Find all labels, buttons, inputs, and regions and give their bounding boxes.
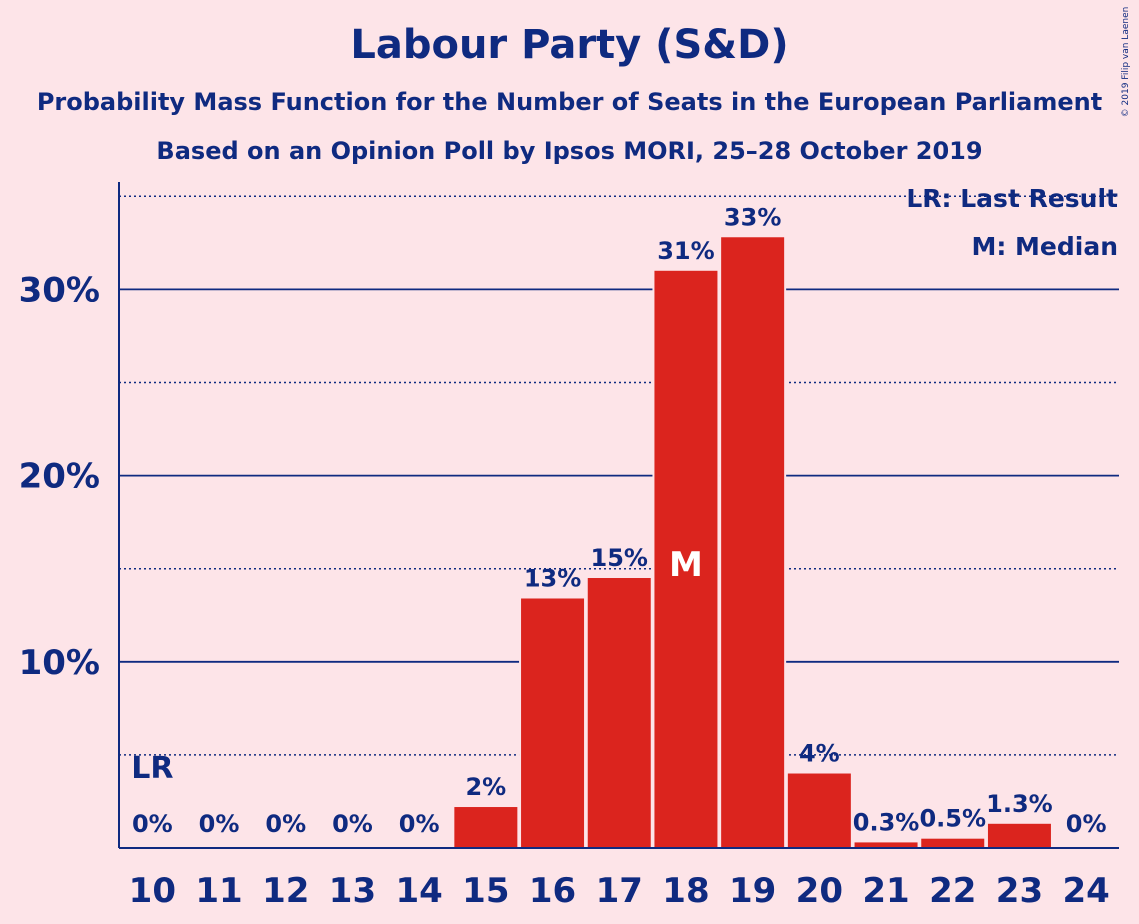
x-tick-label: 20 <box>796 871 843 911</box>
bar <box>587 578 651 848</box>
x-tick-label: 19 <box>729 871 776 911</box>
x-tick-label: 13 <box>329 871 376 911</box>
bar <box>854 842 918 848</box>
x-tick-label: 23 <box>996 871 1043 911</box>
bar <box>721 237 785 848</box>
data-label: 0.5% <box>919 805 986 833</box>
median-marker: M <box>669 545 703 585</box>
x-tick-label: 11 <box>195 871 242 911</box>
x-tick-label: 18 <box>662 871 709 911</box>
legend-median: M: Median <box>971 232 1118 261</box>
data-label: 15% <box>591 544 648 572</box>
data-label: 0.3% <box>853 808 920 836</box>
x-tick-label: 17 <box>596 871 643 911</box>
data-label: 4% <box>799 740 840 768</box>
y-tick-label: 10% <box>19 643 100 683</box>
chart-subtitle: Probability Mass Function for the Number… <box>36 88 1103 116</box>
legend-last-result: LR: Last Result <box>906 184 1118 213</box>
x-tick-label: 16 <box>529 871 576 911</box>
x-tick-label: 24 <box>1062 871 1109 911</box>
data-label: 0% <box>332 810 373 838</box>
bar <box>454 807 518 848</box>
x-tick-label: 10 <box>129 871 176 911</box>
data-label: 33% <box>724 203 781 231</box>
y-tick-label: 30% <box>19 270 100 310</box>
data-label: 0% <box>1066 810 1107 838</box>
data-label: 31% <box>657 237 714 265</box>
chart-subtitle-poll: Based on an Opinion Poll by Ipsos MORI, … <box>156 137 983 165</box>
bar <box>654 270 718 848</box>
x-tick-label: 15 <box>462 871 509 911</box>
x-tick-label: 14 <box>395 871 442 911</box>
bar <box>787 773 851 848</box>
chart-title: Labour Party (S&D) <box>350 22 789 68</box>
data-label: 1.3% <box>986 790 1053 818</box>
data-label: 0% <box>399 810 440 838</box>
data-label: 2% <box>465 773 506 801</box>
x-tick-label: 12 <box>262 871 309 911</box>
bar <box>521 598 585 848</box>
bar <box>921 838 985 848</box>
last-result-marker: LR <box>131 751 173 786</box>
x-tick-label: 21 <box>862 871 909 911</box>
x-tick-label: 22 <box>929 871 976 911</box>
bar <box>987 823 1051 848</box>
data-label: 0% <box>199 810 240 838</box>
data-label: 13% <box>524 564 581 592</box>
data-label: 0% <box>132 810 173 838</box>
y-tick-label: 20% <box>19 457 100 497</box>
data-label: 0% <box>265 810 306 838</box>
